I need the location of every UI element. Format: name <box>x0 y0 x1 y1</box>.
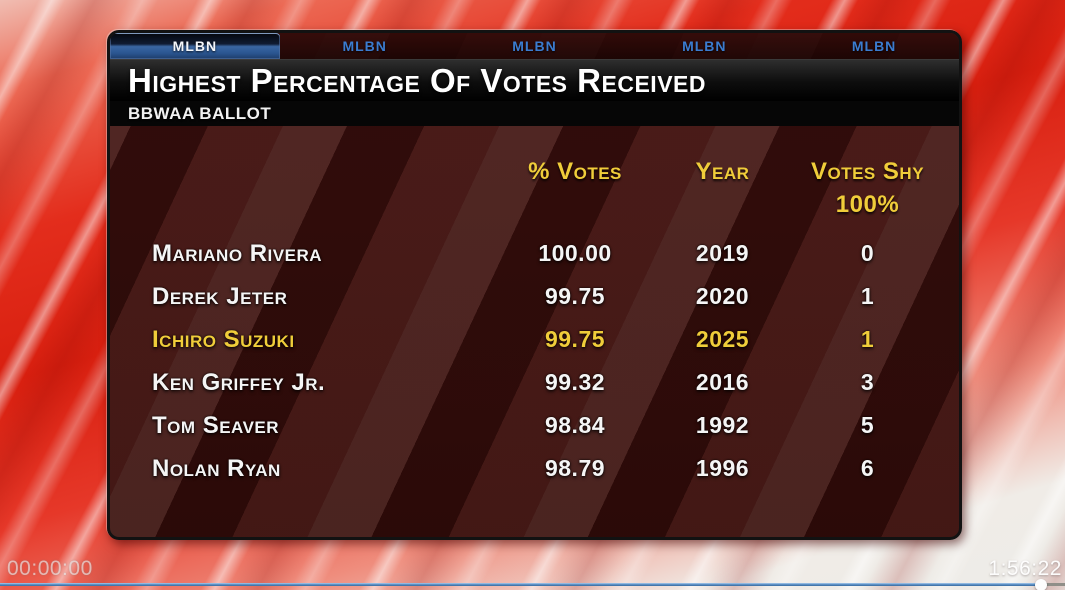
player-name: Derek Jeter <box>152 282 288 310</box>
pct-votes-value: 99.75 <box>544 283 606 309</box>
pct-votes-value: 98.79 <box>544 455 606 481</box>
votes-shy-value: 1 <box>860 326 875 352</box>
votes-shy-value: 6 <box>860 455 875 481</box>
table-row: Nolan Ryan 98.79 1996 6 <box>110 447 959 490</box>
pct-votes-value: 100.00 <box>538 240 612 266</box>
votes-shy-value: 1 <box>860 283 875 309</box>
player-name: Ichiro Suzuki <box>152 325 295 353</box>
votes-shy-value: 3 <box>860 369 875 395</box>
year-value: 2016 <box>695 369 750 395</box>
header-votes-shy: Votes Shy <box>810 158 925 185</box>
year-value: 1996 <box>695 455 750 481</box>
seekbar-played <box>0 583 1041 586</box>
pct-votes-value: 98.84 <box>544 412 606 438</box>
title-bar: Highest Percentage Of Votes Received <box>110 59 959 101</box>
tab-mlbn-5[interactable]: MLBN <box>851 38 897 54</box>
subtitle-bar: BBWAA Ballot <box>110 101 959 126</box>
player-name: Tom Seaver <box>152 411 280 439</box>
page-subtitle: BBWAA Ballot <box>128 103 272 123</box>
player-name: Nolan Ryan <box>152 454 281 482</box>
year-value: 2025 <box>695 326 750 352</box>
table-header-subrow: 100% <box>110 190 959 220</box>
year-value: 1992 <box>695 412 750 438</box>
tab-strip: MLBN MLBN MLBN MLBN MLBN <box>110 33 959 59</box>
year-value: 2019 <box>695 240 750 266</box>
tab-mlbn-2[interactable]: MLBN <box>342 38 387 54</box>
pct-votes-value: 99.32 <box>544 369 606 395</box>
pct-votes-value: 99.75 <box>544 326 606 352</box>
table-row: Tom Seaver 98.84 1992 5 <box>110 404 959 447</box>
table-row: Ichiro Suzuki 99.75 2025 1 <box>110 318 959 361</box>
tab-mlbn-4[interactable]: MLBN <box>682 38 727 54</box>
table-row: Ken Griffey Jr. 99.32 2016 3 <box>110 361 959 404</box>
table-row: Derek Jeter 99.75 2020 1 <box>110 275 959 318</box>
seekbar[interactable] <box>0 579 1065 590</box>
table-row: Mariano Rivera 100.00 2019 0 <box>110 232 959 275</box>
player-name: Ken Griffey Jr. <box>152 368 326 396</box>
stats-graphic-panel: MLBN MLBN MLBN MLBN MLBN Highest Percent… <box>107 30 962 540</box>
elapsed-time: 00:00:00 <box>7 557 93 580</box>
remaining-time: 1:56:22 <box>988 557 1062 580</box>
tab-mlbn-3[interactable]: MLBN <box>512 38 557 54</box>
votes-shy-value: 0 <box>860 240 875 266</box>
header-votes-shy-subline: 100% <box>835 191 900 218</box>
table-body: Mariano Rivera 100.00 2019 0 Derek Jeter… <box>110 232 959 490</box>
header-year: Year <box>695 158 750 185</box>
year-value: 2020 <box>695 283 750 309</box>
page-title: Highest Percentage Of Votes Received <box>128 61 706 99</box>
header-pct-votes: % Votes <box>528 158 622 185</box>
stats-table: % Votes Year Votes Shy 100% Mariano Rive… <box>110 158 959 490</box>
votes-shy-value: 5 <box>860 412 875 438</box>
tab-mlbn-1[interactable]: MLBN <box>110 33 280 59</box>
table-header-row: % Votes Year Votes Shy <box>110 158 959 185</box>
player-name: Mariano Rivera <box>152 239 323 267</box>
seekbar-handle[interactable] <box>1034 579 1047 590</box>
